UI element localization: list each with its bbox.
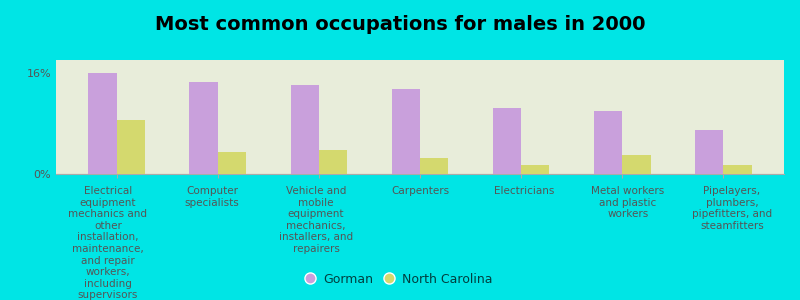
Bar [594,111,622,174]
Bar [695,130,723,174]
Bar [493,107,521,174]
Bar [521,164,550,174]
Bar [218,152,246,174]
Bar [723,164,752,174]
Bar [190,82,218,174]
Text: Metal workers
and plastic
workers: Metal workers and plastic workers [591,186,665,219]
Bar [88,73,117,174]
Bar [290,85,319,174]
Text: Vehicle and
mobile
equipment
mechanics,
installers, and
repairers: Vehicle and mobile equipment mechanics, … [279,186,353,254]
Text: Electricians: Electricians [494,186,554,196]
Text: Carpenters: Carpenters [391,186,449,196]
Text: Pipelayers,
plumbers,
pipefitters, and
steamfitters: Pipelayers, plumbers, pipefitters, and s… [692,186,772,231]
Legend: Gorman, North Carolina: Gorman, North Carolina [302,268,498,291]
Bar [420,158,448,174]
Bar [117,120,145,174]
Text: Computer
specialists: Computer specialists [185,186,239,208]
Text: Electrical
equipment
mechanics and
other
installation,
maintenance,
and repair
w: Electrical equipment mechanics and other… [69,186,147,300]
Bar [622,155,650,174]
Bar [392,88,420,174]
Bar [319,150,347,174]
Text: Most common occupations for males in 2000: Most common occupations for males in 200… [154,15,646,34]
